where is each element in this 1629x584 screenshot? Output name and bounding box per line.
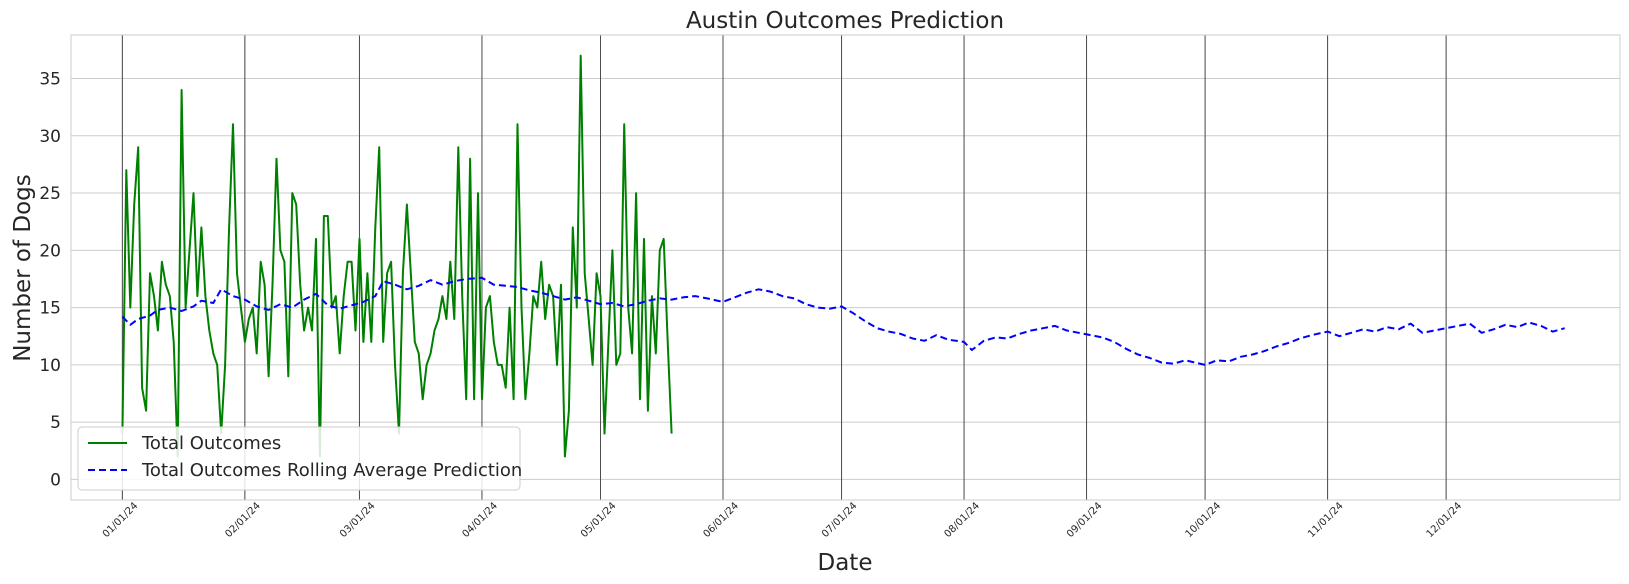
x-tick-label: 03/01/24 [338,500,378,540]
x-axis-label: Date [818,550,873,576]
x-tick-label: 12/01/24 [1425,500,1465,540]
x-tick-label: 01/01/24 [101,500,141,540]
y-tick-label: 35 [39,70,61,90]
x-tick-label: 10/01/24 [1184,500,1224,540]
x-tick-label: 04/01/24 [460,500,500,540]
series-line-rolling-average-prediction [121,276,1565,366]
y-tick-label: 5 [50,413,61,433]
x-tick-label: 07/01/24 [820,500,860,540]
y-tick-labels: 0 5 10 15 20 25 30 35 [39,70,61,491]
y-tick-label: 30 [39,127,61,147]
legend-label-total-outcomes: Total Outcomes [141,433,281,454]
y-axis-label: Number of Dogs [10,174,36,362]
y-tick-label: 20 [39,241,61,261]
y-tick-label: 25 [39,184,61,204]
x-tick-labels: 01/01/24 02/01/24 03/01/24 04/01/24 05/01/24… [101,500,1464,540]
y-tick-label: 10 [39,356,61,376]
x-tick-label: 11/01/24 [1306,500,1346,540]
y-tick-label: 0 [50,470,61,490]
x-tick-label: 08/01/24 [943,500,983,540]
legend-box [77,426,521,491]
plot-frame [70,34,1621,501]
legend-label-rolling-average-prediction: Total Outcomes Rolling Average Predictio… [141,460,522,481]
x-tick-label: 05/01/24 [579,500,619,540]
series-line-total-outcomes [121,54,673,458]
x-tick-label: 06/01/24 [701,500,741,540]
x-tick-label: 02/01/24 [223,500,263,540]
legend: Total Outcomes Total Outcomes Rolling Av… [77,426,522,491]
y-tick-label: 15 [39,299,61,319]
series-layer [121,54,1565,458]
x-tick-label: 09/01/24 [1065,500,1105,540]
chart-title: Austin Outcomes Prediction [686,8,1004,34]
month-lines [121,35,1447,500]
